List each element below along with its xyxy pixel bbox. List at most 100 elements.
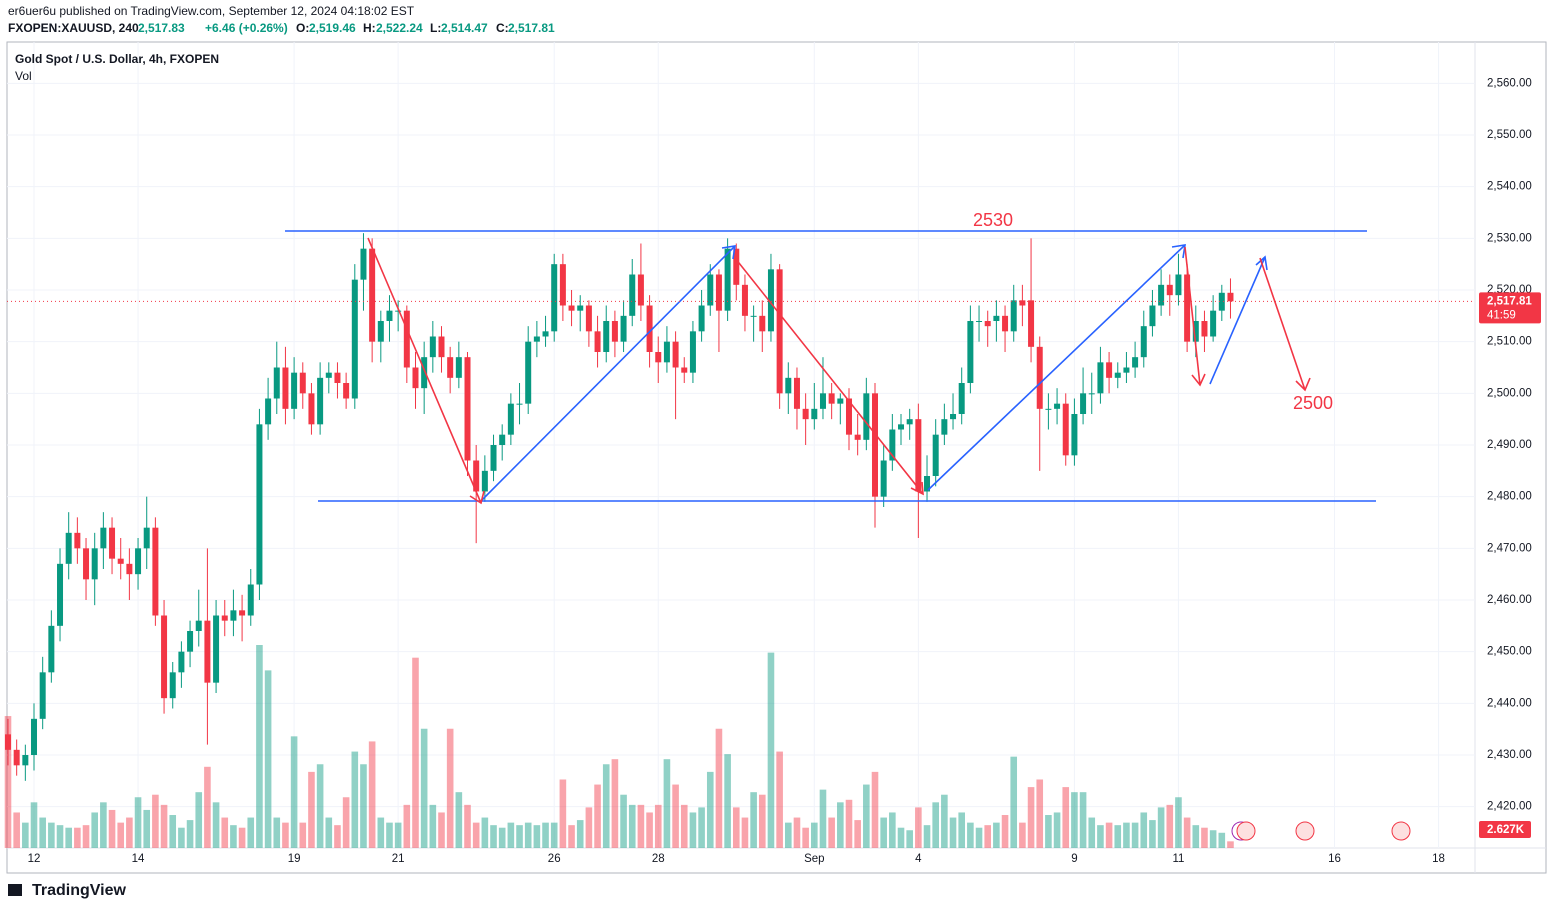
volume-bar bbox=[524, 822, 532, 848]
candle-body bbox=[915, 419, 922, 492]
volume-bar bbox=[802, 827, 809, 848]
candle-body bbox=[845, 398, 852, 435]
volume-bar bbox=[1227, 841, 1234, 848]
x-tick-label: 26 bbox=[548, 853, 561, 865]
volume-bar bbox=[767, 652, 775, 848]
volume-bar bbox=[420, 728, 428, 848]
candle-body bbox=[767, 269, 774, 332]
candle-body bbox=[273, 367, 280, 399]
candle-body bbox=[568, 305, 575, 311]
x-tick-label: 28 bbox=[652, 853, 665, 865]
volume-bar bbox=[1123, 822, 1130, 848]
volume-bar bbox=[724, 754, 731, 848]
volume-bar bbox=[481, 817, 489, 848]
annotation: 2500 bbox=[1293, 393, 1333, 413]
published-line: er6uer6u published on TradingView.com, S… bbox=[8, 4, 415, 18]
event-icons[interactable] bbox=[1231, 821, 1411, 841]
candle-body bbox=[1175, 274, 1182, 296]
candle-body bbox=[48, 625, 55, 673]
volume-bar bbox=[1218, 832, 1226, 848]
candle-body bbox=[1088, 393, 1095, 395]
candle-body bbox=[854, 434, 861, 440]
volume-bar bbox=[394, 822, 402, 848]
candle-body bbox=[941, 419, 948, 435]
candle-body bbox=[1123, 367, 1130, 373]
volume-bar bbox=[845, 799, 853, 848]
volume-bar bbox=[576, 820, 584, 848]
h-label: H: bbox=[363, 21, 376, 35]
candle-body bbox=[715, 274, 722, 311]
candle-body bbox=[490, 445, 497, 471]
candle-body bbox=[360, 248, 367, 280]
x-tick-label: Sep bbox=[804, 853, 824, 865]
volume-bar bbox=[13, 812, 20, 848]
volume-bar bbox=[22, 822, 29, 848]
volume-bar bbox=[377, 817, 385, 848]
volume-bar bbox=[56, 825, 64, 848]
candle-body bbox=[950, 414, 957, 420]
candle-body bbox=[1080, 393, 1087, 414]
volume-bar bbox=[837, 802, 844, 848]
event-icon[interactable] bbox=[1391, 821, 1411, 841]
candle-body bbox=[65, 532, 72, 564]
y-tick-label: 2,430.00 bbox=[1487, 749, 1532, 761]
candle-body bbox=[1184, 274, 1191, 342]
volume-bar bbox=[82, 825, 90, 848]
candle-body bbox=[317, 377, 324, 425]
candle-body bbox=[438, 336, 445, 358]
y-tick-label: 2,560.00 bbox=[1487, 77, 1532, 89]
volume-bar bbox=[897, 827, 905, 848]
volume-label-box bbox=[1479, 821, 1531, 838]
candle-body bbox=[724, 248, 731, 311]
candle-body bbox=[57, 563, 64, 626]
candle-body bbox=[741, 284, 748, 316]
volume-bar bbox=[30, 802, 38, 848]
volume-bar bbox=[793, 817, 801, 848]
candle-body bbox=[655, 352, 662, 363]
event-icon[interactable] bbox=[1236, 821, 1256, 841]
x-tick-label: 4 bbox=[915, 853, 922, 865]
candle-body bbox=[1149, 305, 1156, 327]
candle-body bbox=[1201, 321, 1208, 337]
volume-bar bbox=[169, 815, 177, 848]
trend-arrow bbox=[1209, 256, 1266, 385]
trend-arrow bbox=[927, 244, 1186, 491]
candle-body bbox=[421, 357, 428, 389]
volume-bar bbox=[134, 797, 142, 848]
volume-bar bbox=[1201, 827, 1208, 848]
candle-body bbox=[22, 755, 29, 766]
annotation: 2530 bbox=[973, 210, 1013, 230]
volume-bar bbox=[507, 822, 515, 848]
volume-bar bbox=[273, 817, 281, 848]
volume-pane bbox=[4, 645, 1234, 848]
arrow-head bbox=[910, 481, 924, 496]
candle-body bbox=[993, 315, 1000, 321]
candle-body bbox=[1132, 357, 1139, 368]
candle-body bbox=[924, 476, 931, 492]
candle-body bbox=[499, 434, 506, 445]
volume-bar bbox=[1019, 822, 1026, 848]
candle-body bbox=[646, 305, 653, 352]
y-tick-label: 2,440.00 bbox=[1487, 697, 1532, 709]
volume-bar bbox=[706, 771, 714, 848]
candle-body bbox=[663, 341, 670, 363]
candle-body bbox=[152, 527, 159, 616]
candle-body bbox=[403, 310, 410, 368]
candle-body bbox=[1002, 315, 1009, 332]
volume-bar bbox=[1001, 815, 1009, 848]
volume-bar bbox=[680, 804, 688, 848]
volume-bar bbox=[611, 759, 619, 848]
volume-bar bbox=[975, 827, 983, 848]
x-tick-label: 9 bbox=[1071, 853, 1077, 865]
candle-body bbox=[343, 383, 350, 399]
event-icon[interactable] bbox=[1295, 821, 1315, 841]
symbol: FXOPEN:XAUUSD, 240 bbox=[8, 21, 139, 35]
volume-bar bbox=[212, 802, 220, 848]
candle-body bbox=[603, 321, 610, 352]
candle-body bbox=[1097, 362, 1104, 394]
candle-body bbox=[889, 429, 896, 461]
high: 2,522.24 bbox=[376, 21, 423, 35]
candle-body bbox=[334, 372, 341, 383]
volume-bar bbox=[299, 822, 307, 848]
o-label: O: bbox=[296, 21, 309, 35]
